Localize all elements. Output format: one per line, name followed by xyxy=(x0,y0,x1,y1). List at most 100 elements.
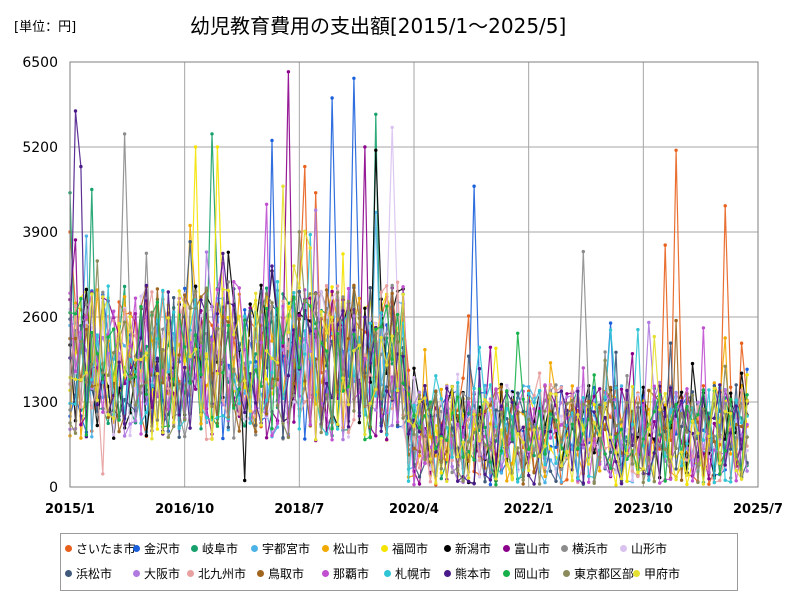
data-point xyxy=(357,343,362,347)
legend-item: 富山市 xyxy=(503,541,550,557)
data-point xyxy=(303,300,307,304)
data-point xyxy=(532,401,536,405)
data-point xyxy=(483,383,487,388)
data-point xyxy=(139,357,143,362)
data-point xyxy=(423,396,427,400)
y-tick-label: 1300 xyxy=(22,395,58,411)
legend-marker xyxy=(191,545,198,552)
data-point xyxy=(237,358,241,362)
data-point xyxy=(477,345,482,350)
data-point xyxy=(357,414,362,418)
data-point xyxy=(122,381,127,386)
series xyxy=(68,184,749,486)
data-point xyxy=(488,478,493,482)
data-point xyxy=(166,370,170,374)
data-point xyxy=(461,479,465,483)
data-point xyxy=(161,348,165,352)
data-point xyxy=(483,472,487,477)
data-point xyxy=(308,304,312,308)
data-point xyxy=(718,478,722,483)
data-point xyxy=(592,437,596,441)
data-point xyxy=(510,400,514,405)
data-point xyxy=(133,375,138,379)
data-point xyxy=(237,286,241,290)
data-point xyxy=(450,385,454,389)
data-point xyxy=(434,374,438,378)
data-point xyxy=(630,385,635,389)
data-point xyxy=(663,426,667,430)
data-point xyxy=(505,383,509,388)
data-point xyxy=(483,398,487,402)
data-point xyxy=(450,411,454,415)
data-point xyxy=(155,372,160,376)
data-point xyxy=(641,467,645,471)
data-point xyxy=(390,406,394,411)
data-point xyxy=(499,382,504,387)
data-point xyxy=(570,398,574,403)
data-point xyxy=(587,462,591,466)
data-point xyxy=(363,343,367,347)
data-point xyxy=(221,414,225,418)
data-point xyxy=(95,259,100,263)
data-point xyxy=(652,420,656,424)
data-point xyxy=(374,387,378,392)
data-point xyxy=(570,389,574,394)
data-point xyxy=(183,293,187,297)
data-point xyxy=(281,344,285,348)
data-point xyxy=(663,414,667,419)
data-point xyxy=(232,280,236,284)
data-point xyxy=(385,284,389,288)
data-point xyxy=(352,314,356,318)
data-point xyxy=(729,385,733,389)
legend-item: 熊本市 xyxy=(444,566,491,582)
x-tick-label: 2016/10 xyxy=(155,502,214,517)
data-point xyxy=(707,470,711,474)
data-point xyxy=(679,399,684,403)
data-point xyxy=(488,482,493,487)
data-point xyxy=(494,477,498,481)
data-point xyxy=(739,447,744,451)
data-point xyxy=(248,309,252,313)
data-point xyxy=(215,371,220,376)
data-point xyxy=(718,461,722,465)
data-point xyxy=(286,330,291,334)
data-point xyxy=(177,382,181,386)
data-point xyxy=(559,389,564,393)
data-point xyxy=(193,376,198,380)
legend-marker xyxy=(444,570,451,577)
data-point xyxy=(357,375,362,379)
data-point xyxy=(412,446,416,451)
data-point xyxy=(346,336,351,341)
data-point xyxy=(674,402,678,407)
data-point xyxy=(112,309,116,313)
data-point xyxy=(603,415,607,420)
data-point xyxy=(226,425,230,429)
data-point xyxy=(144,410,149,414)
data-point xyxy=(390,334,394,338)
data-point xyxy=(434,481,438,485)
data-point xyxy=(297,230,301,234)
legend-label: 岐阜市 xyxy=(202,542,239,556)
data-point xyxy=(543,383,547,387)
data-point xyxy=(723,448,727,453)
data-point xyxy=(308,232,312,237)
data-point xyxy=(139,379,143,383)
data-point xyxy=(559,464,564,468)
data-point xyxy=(516,405,520,409)
data-point xyxy=(723,409,727,414)
data-point xyxy=(172,424,176,429)
data-point xyxy=(488,397,493,401)
data-point xyxy=(729,447,733,451)
data-point xyxy=(95,409,100,413)
data-point xyxy=(292,393,296,398)
data-point xyxy=(346,286,351,291)
data-point xyxy=(122,434,127,438)
data-point xyxy=(395,423,400,427)
data-point xyxy=(259,289,263,293)
data-point xyxy=(461,435,465,439)
data-point xyxy=(543,444,547,448)
data-point xyxy=(155,300,160,304)
data-point xyxy=(636,470,640,475)
data-point xyxy=(292,400,296,404)
data-point xyxy=(445,449,449,454)
